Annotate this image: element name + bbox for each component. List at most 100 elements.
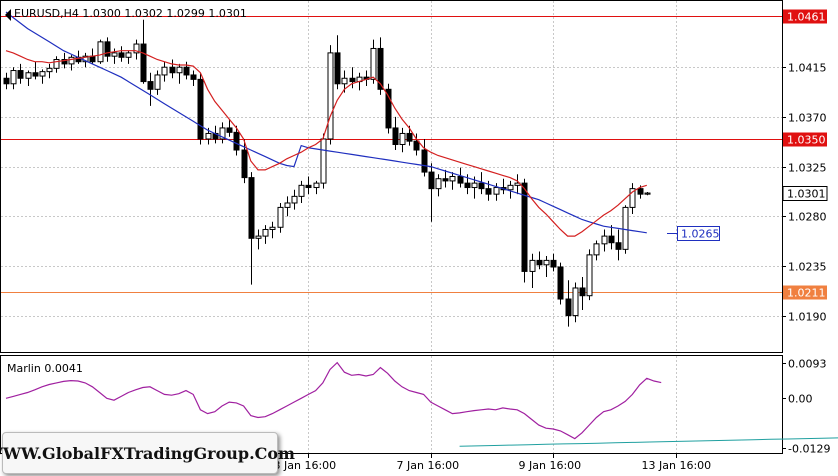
candle-body bbox=[269, 226, 276, 230]
candle-body bbox=[53, 59, 60, 69]
candle-body bbox=[17, 70, 24, 79]
candle-body bbox=[471, 182, 478, 189]
x-tick-label: 3 Jan 16:00 bbox=[274, 459, 337, 472]
blue-ma-box bbox=[677, 226, 720, 241]
candle-body bbox=[349, 77, 356, 83]
symbol-line: EURUSD,H4 1.0300 1.0302 1.0299 1.0301 bbox=[14, 7, 247, 20]
candle-body bbox=[298, 184, 305, 197]
candle-body bbox=[241, 149, 248, 179]
candle-body bbox=[169, 66, 176, 74]
candle-body bbox=[557, 266, 564, 300]
candle-body bbox=[428, 171, 435, 190]
level-price-box bbox=[783, 132, 827, 147]
x-tick-label: 9 Jan 16:00 bbox=[519, 459, 582, 472]
candle-body bbox=[154, 74, 161, 90]
candle-body bbox=[399, 132, 406, 145]
candle-body bbox=[161, 66, 168, 76]
candle-body bbox=[248, 177, 255, 239]
candle-body bbox=[176, 66, 183, 74]
candle-body bbox=[226, 127, 233, 133]
candle-body bbox=[421, 149, 428, 173]
candle-body bbox=[61, 59, 68, 65]
candle-body bbox=[478, 182, 485, 190]
y-tick-label: 1.0325 bbox=[788, 162, 827, 175]
y-tick-label: 1.0190 bbox=[788, 311, 827, 324]
candle-body bbox=[601, 235, 608, 245]
candle-body bbox=[327, 52, 334, 140]
oscillator: 0.0093 0.00 -0.0129 bbox=[5, 358, 838, 456]
candle-body bbox=[68, 56, 75, 65]
candle-body bbox=[485, 188, 492, 195]
candle-body bbox=[334, 52, 341, 85]
candle-body bbox=[262, 228, 269, 237]
y-tick-label: 1.0280 bbox=[788, 211, 827, 224]
signal-line bbox=[459, 437, 838, 447]
candle-body bbox=[118, 52, 125, 58]
candle-body bbox=[629, 188, 636, 208]
candle-body bbox=[385, 88, 392, 129]
candle-body bbox=[305, 184, 312, 189]
candle-body bbox=[543, 259, 550, 266]
candle-body bbox=[39, 71, 46, 77]
indicator-label: Marlin 0.0041 bbox=[7, 362, 83, 375]
candle-body bbox=[550, 259, 557, 268]
candle-body bbox=[205, 132, 212, 140]
osc-tick-label: 0.00 bbox=[788, 393, 813, 406]
grid bbox=[1, 1, 782, 453]
current-price-label: 1.0301 bbox=[787, 188, 826, 201]
y-tick-label: 1.0415 bbox=[788, 62, 827, 75]
candle-body bbox=[183, 66, 190, 76]
red-moving-average bbox=[5, 50, 647, 237]
candle-body bbox=[111, 52, 118, 57]
oscillator-line bbox=[5, 361, 662, 440]
candle-body bbox=[413, 140, 420, 151]
candle-body bbox=[507, 184, 514, 191]
osc-tick-label: 0.0093 bbox=[788, 358, 827, 371]
candle-body bbox=[608, 235, 615, 244]
candle-body bbox=[586, 254, 593, 297]
candle-body bbox=[140, 43, 147, 83]
x-tick-label: 13 Jan 16:00 bbox=[642, 459, 712, 472]
watermark: WWW.GlobalFXTradingGroup.Com bbox=[0, 432, 295, 474]
candle-body bbox=[377, 47, 384, 90]
candle-body bbox=[449, 176, 456, 182]
horizontal-levels: 1.0461 1.0350 1.0211 1.0265 1.0301 bbox=[1, 9, 828, 300]
candle-body bbox=[46, 67, 53, 73]
candle-body bbox=[644, 192, 651, 195]
time-axis: 3 Jan 16:00 7 Jan 16:00 9 Jan 16:00 13 Jan … bbox=[274, 454, 712, 472]
candle-body bbox=[291, 195, 298, 204]
collapse-triangle-icon bbox=[5, 9, 11, 21]
candle-body bbox=[277, 206, 284, 228]
candle-body bbox=[104, 41, 111, 57]
candle-body bbox=[190, 74, 197, 80]
candle-body bbox=[572, 287, 579, 317]
blue-moving-average bbox=[5, 11, 647, 234]
candle-body bbox=[579, 287, 586, 297]
candle-body bbox=[284, 202, 291, 208]
candle-body bbox=[622, 206, 629, 250]
blue-ma-label: 1.0265 bbox=[681, 228, 720, 241]
candle-body bbox=[406, 132, 413, 142]
candle-body bbox=[255, 235, 262, 239]
candle-body bbox=[637, 188, 644, 195]
header: EURUSD,H4 1.0300 1.0302 1.0299 1.0301 bbox=[5, 7, 247, 21]
y-tick-label: 1.0235 bbox=[788, 261, 827, 274]
price-axis: 1.0415 1.0370 1.0325 1.0280 1.0235 1.0190 bbox=[782, 62, 827, 324]
candle-body bbox=[529, 259, 536, 272]
candle-body bbox=[219, 127, 226, 140]
candle-body bbox=[133, 43, 140, 54]
candle-body bbox=[10, 70, 17, 85]
candle-body bbox=[457, 176, 464, 184]
osc-tick-label: -0.0129 bbox=[788, 443, 830, 456]
candle-body bbox=[125, 52, 132, 58]
candles bbox=[3, 19, 651, 327]
candle-body bbox=[313, 182, 320, 189]
candle-body bbox=[615, 242, 622, 250]
candle-body bbox=[233, 131, 240, 151]
candle-body bbox=[147, 81, 154, 90]
candle-body bbox=[25, 72, 32, 79]
level-price-label: 1.0211 bbox=[787, 287, 826, 300]
candle-body bbox=[565, 298, 572, 317]
main-pane-border bbox=[0, 0, 783, 353]
